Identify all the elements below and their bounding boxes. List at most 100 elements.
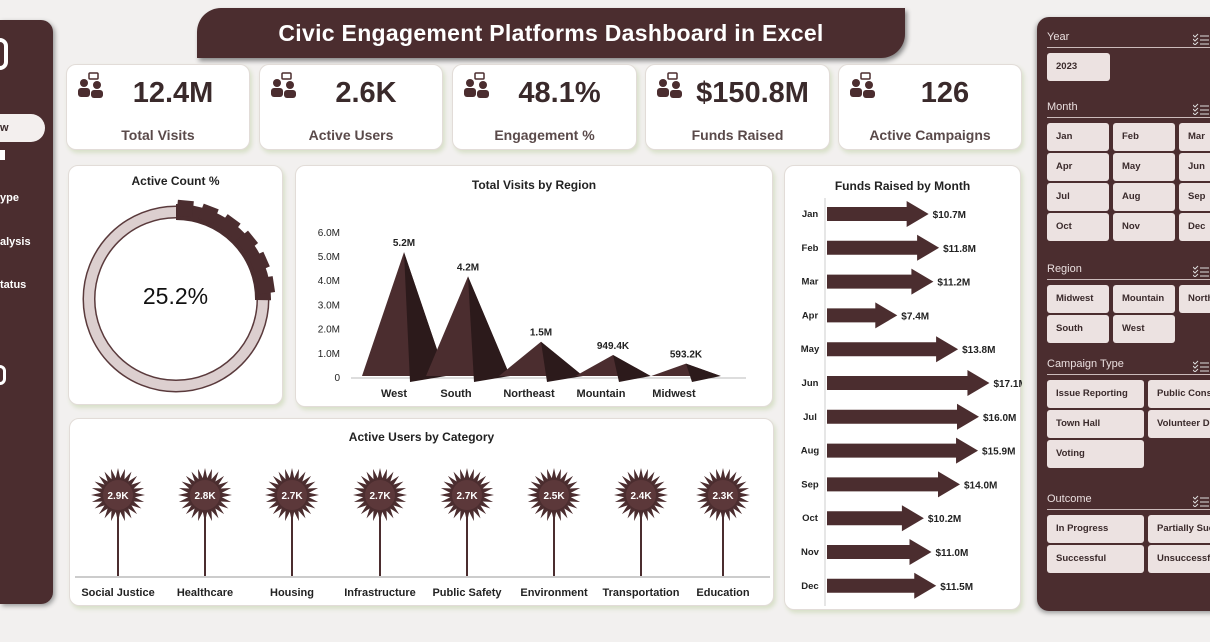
filter-option-outcome[interactable]: Successful (1047, 545, 1144, 573)
region-bar-shade (613, 355, 651, 382)
presenter-icon (268, 71, 298, 101)
filter-option-month[interactable]: May (1113, 153, 1175, 181)
filter-option-outcome[interactable]: Unsuccessf (1148, 545, 1210, 573)
region-bar-shade (686, 363, 721, 382)
donut-notch (248, 251, 270, 273)
x-tick-label: Infrastructure (344, 587, 416, 599)
nav-item-partial[interactable] (0, 150, 5, 160)
filter-option-outcome[interactable]: In Progress (1047, 515, 1144, 543)
month-arrow-bar[interactable] (827, 437, 979, 464)
y-tick-label: Sep (801, 479, 819, 490)
data-label: $10.7M (933, 210, 966, 221)
chart-title: Total Visits by Region (471, 178, 597, 192)
y-tick-label: Nov (801, 547, 820, 558)
month-arrow-bar[interactable] (827, 268, 934, 295)
filter-option-year[interactable]: 2023 (1047, 53, 1110, 81)
filter-option-month[interactable]: Nov (1113, 213, 1175, 241)
filter-option-month[interactable]: Oct (1047, 213, 1109, 241)
data-label: $10.2M (928, 514, 961, 525)
data-label: 4.2M (457, 262, 479, 273)
y-tick-label: 2.0M (318, 325, 340, 336)
y-tick-label: Jul (803, 412, 817, 423)
data-label: 2.7K (456, 491, 478, 502)
filter-title-month: Month (1047, 101, 1078, 113)
filter-option-region[interactable]: North (1179, 285, 1210, 313)
filter-option-campaign-type[interactable]: Volunteer D (1148, 410, 1210, 438)
filter-option-region[interactable]: West (1113, 315, 1175, 343)
filter-option-campaign-type[interactable]: Voting (1047, 440, 1144, 468)
kpi-value: 126 (920, 77, 970, 109)
month-arrow-bar[interactable] (827, 572, 937, 599)
donut-notch (198, 203, 219, 225)
kpi-value: 48.1% (518, 77, 601, 109)
filter-option-region[interactable]: South (1047, 315, 1109, 343)
funds-by-month-card: Funds Raised by Month Jan $10.7M Feb $11.8M… (784, 165, 1022, 610)
month-arrow-bar[interactable] (827, 201, 929, 227)
month-arrow-bar[interactable] (827, 471, 960, 498)
chart-title: Active Users by Category (348, 430, 495, 444)
filter-option-month[interactable]: Jan (1047, 123, 1109, 151)
month-arrow-bar[interactable] (827, 234, 940, 261)
divider (1047, 374, 1210, 375)
chart-title: Funds Raised by Month (834, 179, 971, 193)
month-arrow-bar[interactable] (827, 539, 932, 565)
nav-item-analysis[interactable]: alysis (0, 236, 31, 248)
filter-option-region[interactable]: Midwest (1047, 285, 1109, 313)
filter-option-outcome[interactable]: Partially Suc (1148, 515, 1210, 543)
y-tick-label: Mar (802, 277, 819, 288)
nav-item-status[interactable]: tatus (0, 279, 27, 291)
burst-center (190, 480, 220, 510)
donut-notch (235, 230, 259, 254)
filter-option-month[interactable]: Feb (1113, 123, 1175, 151)
month-arrow-bar[interactable] (827, 336, 959, 363)
multi-select-icon[interactable] (1192, 359, 1209, 373)
x-tick-label: Northeast (503, 388, 555, 400)
data-label: $16.0M (983, 413, 1016, 424)
data-label: 2.7K (369, 491, 391, 502)
month-arrow-bar[interactable] (827, 403, 979, 430)
filter-panel: Year 2023 Month Jan Feb Mar Apr May Jun Jul Aug Sep… (1037, 17, 1210, 611)
month-arrow-bar[interactable] (827, 505, 924, 532)
nav-icon[interactable] (0, 365, 6, 385)
data-label: 2.7K (281, 491, 303, 502)
data-label: $14.0M (964, 480, 997, 491)
filter-option-campaign-type[interactable]: Public Cons (1148, 380, 1210, 408)
month-arrow-bar[interactable] (827, 302, 898, 329)
filter-option-region[interactable]: Mountain (1113, 285, 1175, 313)
nav-item-overview[interactable]: w (0, 114, 45, 142)
multi-select-icon[interactable] (1192, 264, 1209, 278)
donut-fill (175, 199, 276, 301)
filter-option-campaign-type[interactable]: Town Hall (1047, 410, 1144, 438)
filter-option-month[interactable]: Jun (1179, 153, 1210, 181)
filter-option-month[interactable]: Jul (1047, 183, 1109, 211)
filter-option-campaign-type[interactable]: Issue Reporting (1047, 380, 1144, 408)
region-bar-shade (468, 276, 510, 382)
nav-item-campaign-type[interactable]: ype (0, 192, 19, 204)
multi-select-icon[interactable] (1192, 32, 1209, 46)
y-tick-label: Jan (802, 209, 819, 220)
donut-notch (176, 199, 194, 218)
sidebar-nav: w ype alysis tatus (0, 20, 53, 604)
active-count-title: Active Count % (131, 174, 220, 188)
filter-option-month[interactable]: Aug (1113, 183, 1175, 211)
data-label: 5.2M (393, 238, 415, 249)
data-label: $11.5M (940, 582, 973, 593)
month-arrow-bar[interactable] (827, 370, 990, 396)
multi-select-icon[interactable] (1192, 102, 1209, 116)
filter-option-month[interactable]: Dec (1179, 213, 1210, 241)
y-tick-label: 4.0M (318, 276, 340, 287)
x-tick-label: West (381, 388, 407, 400)
x-tick-label: Mountain (577, 388, 626, 400)
y-tick-label: 6.0M (318, 228, 340, 239)
month-chart: Jan $10.7M Feb $11.8M Mar $11.2M Apr $7.4M May $1… (801, 198, 1022, 606)
filter-option-month[interactable]: Mar (1179, 123, 1210, 151)
y-tick-label: 0 (334, 373, 340, 384)
multi-select-icon[interactable] (1192, 494, 1209, 508)
region-chart: 0 1.0M 2.0M 3.0M 4.0M 5.0M 6.0M 5.2M West 4.2M Sou… (318, 228, 746, 400)
x-tick-label: Healthcare (177, 587, 233, 599)
filter-option-month[interactable]: Apr (1047, 153, 1109, 181)
kpi-label: Total Visits (121, 127, 195, 143)
people-meeting-icon (75, 71, 105, 101)
y-tick-label: 3.0M (318, 300, 340, 311)
filter-option-month[interactable]: Sep (1179, 183, 1210, 211)
